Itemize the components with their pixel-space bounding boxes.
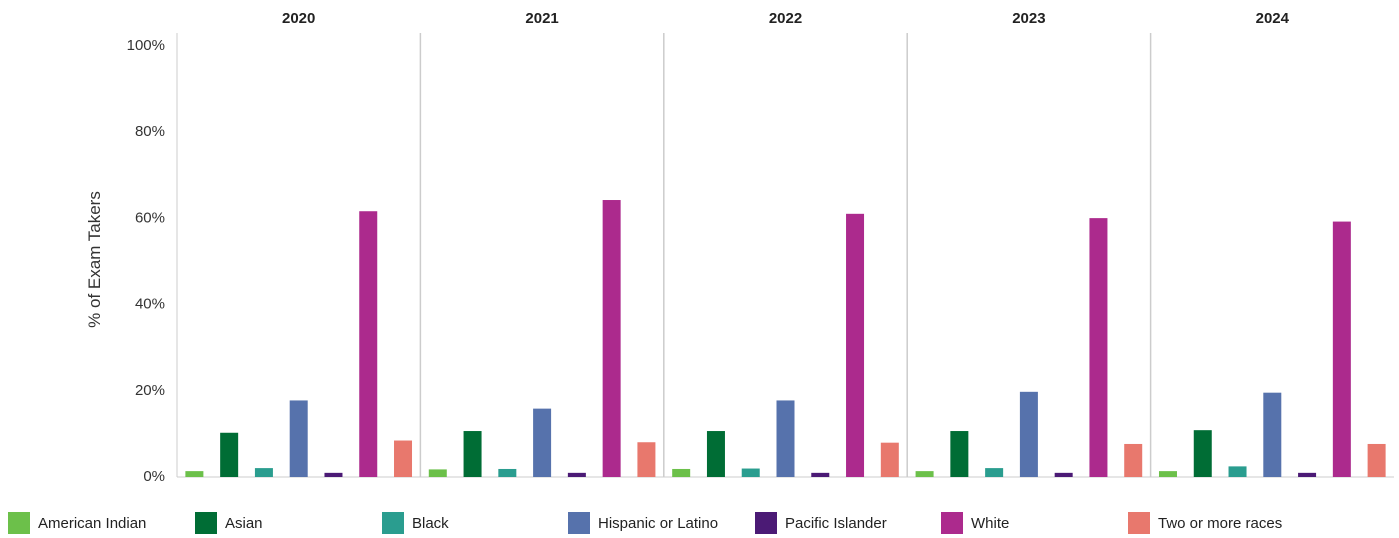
legend-label: Pacific Islander [785, 514, 887, 532]
facet-title: 2023 [1012, 10, 1045, 27]
bar-3-2 [985, 468, 1004, 477]
faceted-bar-chart: % of Exam Takers 0% 20% 40% 60% 80% 100% 2020 20… [85, 10, 1394, 485]
bar-4-3 [1263, 392, 1282, 477]
bar-2-0 [672, 468, 691, 477]
legend-swatch [1128, 512, 1150, 534]
bar-0-3 [289, 400, 308, 477]
bar-4-2 [1228, 466, 1247, 477]
legend-swatch [8, 512, 30, 534]
y-axis-label: % of Exam Takers [85, 191, 104, 328]
bar-0-6 [394, 440, 413, 477]
legend-swatch [941, 512, 963, 534]
legend-item: American Indian [8, 510, 146, 536]
bar-1-0 [428, 469, 447, 477]
legend-item: Pacific Islander [755, 510, 887, 536]
legend: American Indian Asian Black Hispanic or Lat… [0, 510, 1399, 536]
legend-label: Hispanic or Latino [598, 514, 719, 532]
bar-4-1 [1193, 430, 1212, 477]
bar-4-5 [1332, 221, 1351, 477]
legend-label: White [971, 514, 1010, 532]
legend-item: Hispanic or Latino [568, 510, 718, 536]
bar-2-3 [776, 400, 795, 477]
bar-1-3 [533, 408, 552, 477]
bar-4-0 [1158, 471, 1177, 477]
legend-item: Asian [195, 510, 263, 536]
y-tick-label: 0% [143, 468, 165, 485]
bar-2-1 [706, 431, 725, 477]
legend-swatch [568, 512, 590, 534]
bar-3-3 [1019, 391, 1038, 477]
bar-3-6 [1124, 443, 1143, 477]
bar-0-0 [185, 471, 204, 477]
bar-1-1 [463, 431, 482, 477]
legend-swatch [195, 512, 217, 534]
legend-label: Asian [225, 514, 263, 532]
bar-2-6 [880, 442, 899, 477]
legend-item: Black [382, 510, 449, 536]
bar-2-4 [811, 472, 830, 477]
bar-0-2 [254, 468, 273, 477]
facet-title: 2022 [769, 10, 802, 27]
bar-2-2 [741, 468, 760, 477]
bar-3-1 [950, 431, 969, 477]
legend-label: Two or more races [1158, 514, 1283, 532]
bar-0-5 [359, 211, 378, 477]
bar-0-1 [220, 432, 239, 477]
legend-item: White [941, 510, 1009, 536]
bar-0-4 [324, 472, 343, 477]
legend-swatch [382, 512, 404, 534]
bar-2-5 [846, 213, 865, 477]
bar-3-4 [1054, 472, 1073, 477]
facet-title: 2021 [525, 10, 558, 27]
facet-title: 2024 [1256, 10, 1290, 27]
bar-3-5 [1089, 218, 1108, 477]
bar-1-4 [567, 472, 586, 477]
bar-4-6 [1367, 443, 1386, 477]
legend-label: American Indian [38, 514, 147, 532]
legend-swatch [755, 512, 777, 534]
y-tick-label: 80% [135, 123, 165, 140]
bar-3-0 [915, 471, 934, 477]
bar-1-5 [602, 200, 621, 477]
legend-item: Two or more races [1128, 510, 1282, 536]
legend-label: Black [412, 514, 449, 532]
y-tick-label: 20% [135, 382, 165, 399]
y-tick-label: 100% [127, 37, 165, 54]
y-tick-label: 40% [135, 296, 165, 313]
bar-1-6 [637, 442, 656, 477]
facet-title: 2020 [282, 10, 315, 27]
bar-4-4 [1298, 472, 1317, 477]
bar-1-2 [498, 468, 517, 477]
y-tick-label: 60% [135, 209, 165, 226]
